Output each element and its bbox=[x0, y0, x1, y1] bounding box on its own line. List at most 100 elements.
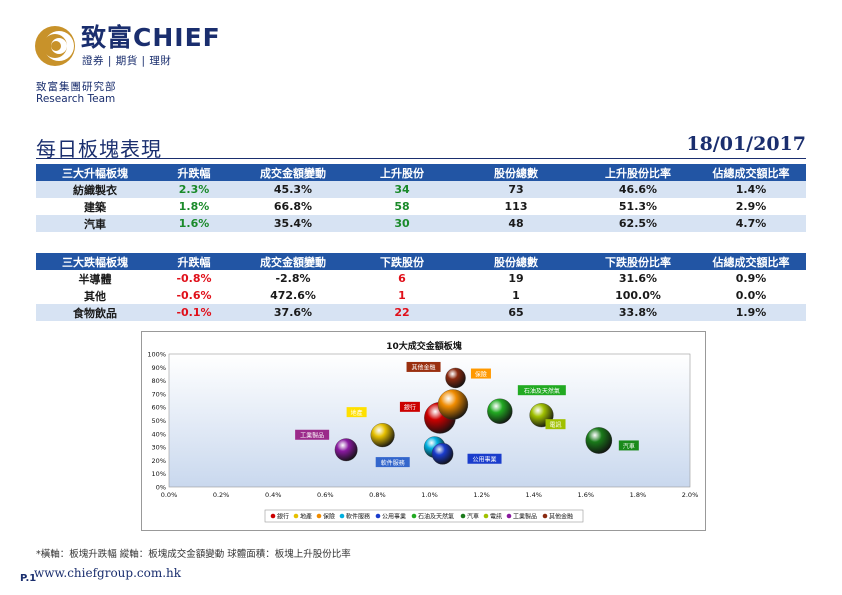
logo-subtitle: 證券 | 期貨 | 理財 bbox=[82, 55, 172, 67]
table-row: 建築 1.8% 66.8% 58 113 51.3% 2.9% bbox=[36, 198, 806, 215]
bubble-6 bbox=[487, 398, 513, 424]
chief-logo-icon bbox=[35, 26, 75, 66]
bubble-label: 工業製品 bbox=[300, 432, 324, 440]
rising-stocks: 58 bbox=[394, 200, 410, 213]
legend-swatch bbox=[316, 513, 322, 519]
x-tick-label: 0.6% bbox=[317, 491, 334, 499]
price-change: 1.6% bbox=[154, 215, 234, 232]
turnover-share: 1.4% bbox=[696, 181, 806, 198]
x-tick-label: 0.4% bbox=[265, 491, 282, 499]
sector-name: 其他 bbox=[84, 289, 106, 303]
falling-stocks: 1 bbox=[398, 289, 406, 302]
x-tick-label: 0.0% bbox=[161, 491, 178, 499]
turnover-change: -2.8% bbox=[275, 272, 311, 285]
column-header: 成交金額變動 bbox=[234, 253, 352, 270]
website-link[interactable]: www.chiefgroup.com.hk bbox=[34, 566, 182, 580]
x-tick-label: 1.2% bbox=[473, 491, 490, 499]
report-date: 18/01/2017 bbox=[686, 133, 806, 155]
legend-box bbox=[264, 509, 584, 523]
total-stocks: 73 bbox=[452, 181, 580, 198]
column-header: 三大升幅板塊 bbox=[36, 164, 154, 181]
x-tick-label: 0.2% bbox=[213, 491, 230, 499]
rising-ratio: 51.3% bbox=[618, 200, 658, 213]
column-header: 上升股份 bbox=[352, 164, 452, 181]
top-gainers-table: 三大升幅板塊 升跌幅 成交金額變動 上升股份 股份總數 上升股份比率 佔總成交額… bbox=[36, 164, 806, 232]
bubble-3 bbox=[437, 389, 469, 420]
legend-entry: 地產 bbox=[300, 513, 312, 521]
bubble-label: 其他金融 bbox=[412, 364, 436, 372]
table-row: 半導體 -0.8% -2.8% 6 19 31.6% 0.9% bbox=[36, 270, 806, 287]
legend-entry: 石油及天然氣 bbox=[418, 513, 454, 521]
department-name-cn: 致富集團研究部 bbox=[36, 81, 117, 93]
column-header: 股份總數 bbox=[452, 253, 580, 270]
bubble-9 bbox=[334, 438, 358, 462]
legend-entry: 保險 bbox=[323, 513, 335, 521]
bubble-label: 電訊 bbox=[550, 421, 562, 429]
legend-swatch bbox=[270, 513, 276, 519]
chart-title: 10大成交金額板塊 bbox=[386, 340, 462, 352]
legend-entry: 銀行 bbox=[277, 513, 289, 521]
x-tick-label: 1.0% bbox=[421, 491, 438, 499]
y-tick-label: 80% bbox=[152, 377, 166, 385]
bubble-chart-frame: 10大成交金額板塊 0% 10% 20% 30% 40% 50% 60% 70% 80% 90% 1… bbox=[141, 331, 706, 531]
y-tick-label: 60% bbox=[152, 404, 166, 412]
column-header: 三大跌幅板塊 bbox=[36, 253, 154, 270]
sector-name: 食物飲品 bbox=[36, 304, 154, 321]
turnover-change: 45.3% bbox=[234, 181, 352, 198]
turnover-share: 1.9% bbox=[696, 304, 806, 321]
total-stocks: 1 bbox=[512, 289, 520, 302]
bubble-7 bbox=[585, 427, 613, 454]
x-tick-label: 1.4% bbox=[525, 491, 542, 499]
falling-stocks: 22 bbox=[352, 304, 452, 321]
x-tick-label: 0.8% bbox=[369, 491, 386, 499]
x-tick-label: 1.8% bbox=[630, 491, 647, 499]
sector-name: 建築 bbox=[84, 200, 106, 214]
column-header: 下跌股份比率 bbox=[580, 253, 696, 270]
bubble-label: 保險 bbox=[475, 370, 487, 378]
turnover-change: 66.8% bbox=[273, 200, 313, 213]
total-stocks: 48 bbox=[452, 215, 580, 232]
turnover-share: 4.7% bbox=[696, 215, 806, 232]
table-header-row: 三大升幅板塊 升跌幅 成交金額變動 上升股份 股份總數 上升股份比率 佔總成交額… bbox=[36, 164, 806, 181]
bubble-label-box bbox=[545, 419, 566, 430]
title-row: 每日板塊表現 18/01/2017 bbox=[36, 133, 806, 161]
bubble-label-box bbox=[517, 385, 566, 396]
y-tick-label: 90% bbox=[152, 364, 166, 372]
rising-ratio: 46.6% bbox=[580, 181, 696, 198]
falling-ratio: 31.6% bbox=[618, 272, 658, 285]
price-change: 1.8% bbox=[178, 200, 210, 213]
bubble-label: 銀行 bbox=[404, 404, 416, 412]
legend-swatch bbox=[483, 513, 489, 519]
y-tick-label: 20% bbox=[152, 457, 166, 465]
legend-entry: 其他金融 bbox=[549, 513, 573, 521]
column-header: 佔總成交額比率 bbox=[696, 253, 806, 270]
turnover-change: 35.4% bbox=[234, 215, 352, 232]
column-header: 下跌股份 bbox=[352, 253, 452, 270]
total-stocks: 65 bbox=[452, 304, 580, 321]
bubble-label-box bbox=[406, 361, 441, 372]
logo-text: 致富CHIEF bbox=[81, 23, 221, 52]
turnover-change: 37.6% bbox=[234, 304, 352, 321]
chart-footnote: *橫軸：板塊升跌幅 縱軸：板塊成交金額變動 球體面積：板塊上升股份比率 bbox=[36, 549, 351, 560]
rising-ratio: 62.5% bbox=[580, 215, 696, 232]
bubble-label-box bbox=[399, 401, 420, 412]
y-tick-label: 40% bbox=[152, 430, 166, 438]
column-header: 成交金額變動 bbox=[234, 164, 352, 181]
bubble-label: 石油及天然氣 bbox=[524, 387, 560, 395]
bubble-label-box bbox=[295, 429, 330, 440]
bubble-label: 汽車 bbox=[623, 442, 635, 450]
y-tick-label: 30% bbox=[152, 444, 166, 452]
page-number: P.1 bbox=[20, 573, 37, 584]
bubble-label: 軟件服務 bbox=[381, 459, 405, 467]
legend-entry: 電訊 bbox=[490, 513, 502, 521]
table-row: 其他 -0.6% 472.6% 1 1 100.0% 0.0% bbox=[36, 287, 806, 304]
y-tick-label: 50% bbox=[152, 417, 166, 425]
rising-stocks: 34 bbox=[352, 181, 452, 198]
legend-swatch bbox=[293, 513, 299, 519]
legend-swatch bbox=[375, 513, 381, 519]
bubble-label: 地產 bbox=[351, 409, 363, 417]
column-header: 升跌幅 bbox=[154, 164, 234, 181]
bubble-chart: 10大成交金額板塊 0% 10% 20% 30% 40% 50% 60% 70% 80% 90% 1… bbox=[147, 340, 698, 523]
department-name-en: Research Team bbox=[36, 93, 116, 105]
bubble-label-box bbox=[375, 457, 410, 468]
